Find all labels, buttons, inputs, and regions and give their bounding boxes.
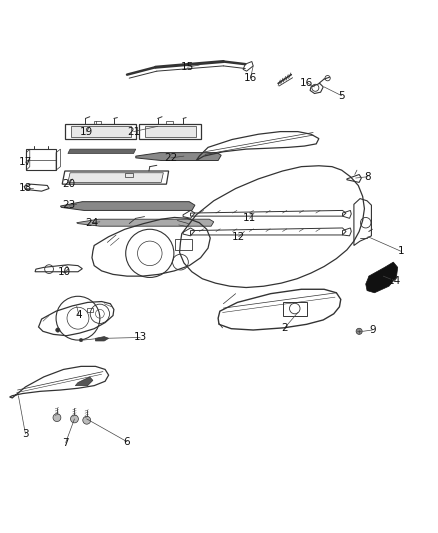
Text: 10: 10	[58, 266, 71, 277]
Text: 4: 4	[75, 310, 82, 320]
Text: 6: 6	[124, 437, 131, 447]
Polygon shape	[71, 126, 131, 137]
Polygon shape	[68, 149, 136, 154]
Polygon shape	[95, 336, 109, 341]
Text: 1: 1	[397, 246, 404, 256]
Text: 8: 8	[364, 172, 371, 182]
Circle shape	[83, 416, 91, 424]
Bar	[175, 239, 192, 250]
Text: 13: 13	[134, 333, 147, 343]
Text: 21: 21	[127, 127, 140, 136]
Bar	[94, 121, 101, 124]
Polygon shape	[75, 377, 93, 386]
Bar	[125, 173, 133, 177]
Text: 20: 20	[63, 179, 76, 189]
Text: 7: 7	[62, 438, 69, 448]
Text: 19: 19	[80, 127, 93, 136]
Text: 3: 3	[22, 429, 29, 439]
Polygon shape	[366, 262, 398, 293]
Bar	[283, 302, 307, 316]
Polygon shape	[60, 201, 195, 211]
Polygon shape	[136, 152, 221, 160]
Text: 16: 16	[300, 77, 313, 87]
Text: 5: 5	[338, 91, 345, 101]
Text: 12: 12	[232, 232, 245, 242]
Text: 2: 2	[281, 323, 288, 333]
Text: 11: 11	[243, 213, 256, 223]
Text: 14: 14	[388, 276, 401, 286]
Text: 24: 24	[85, 217, 99, 228]
Circle shape	[56, 328, 60, 332]
Text: 22: 22	[164, 153, 177, 163]
Polygon shape	[77, 219, 214, 226]
Circle shape	[71, 415, 78, 423]
Bar	[87, 308, 93, 312]
Polygon shape	[145, 126, 196, 137]
Circle shape	[356, 328, 362, 334]
Text: 18: 18	[19, 183, 32, 192]
Polygon shape	[68, 173, 163, 182]
Circle shape	[79, 338, 83, 342]
Bar	[166, 121, 173, 124]
Text: 9: 9	[369, 325, 376, 335]
Text: 23: 23	[63, 200, 76, 210]
Text: 17: 17	[19, 157, 32, 167]
Text: 16: 16	[244, 73, 257, 83]
Text: 15: 15	[181, 62, 194, 72]
Circle shape	[53, 414, 61, 422]
